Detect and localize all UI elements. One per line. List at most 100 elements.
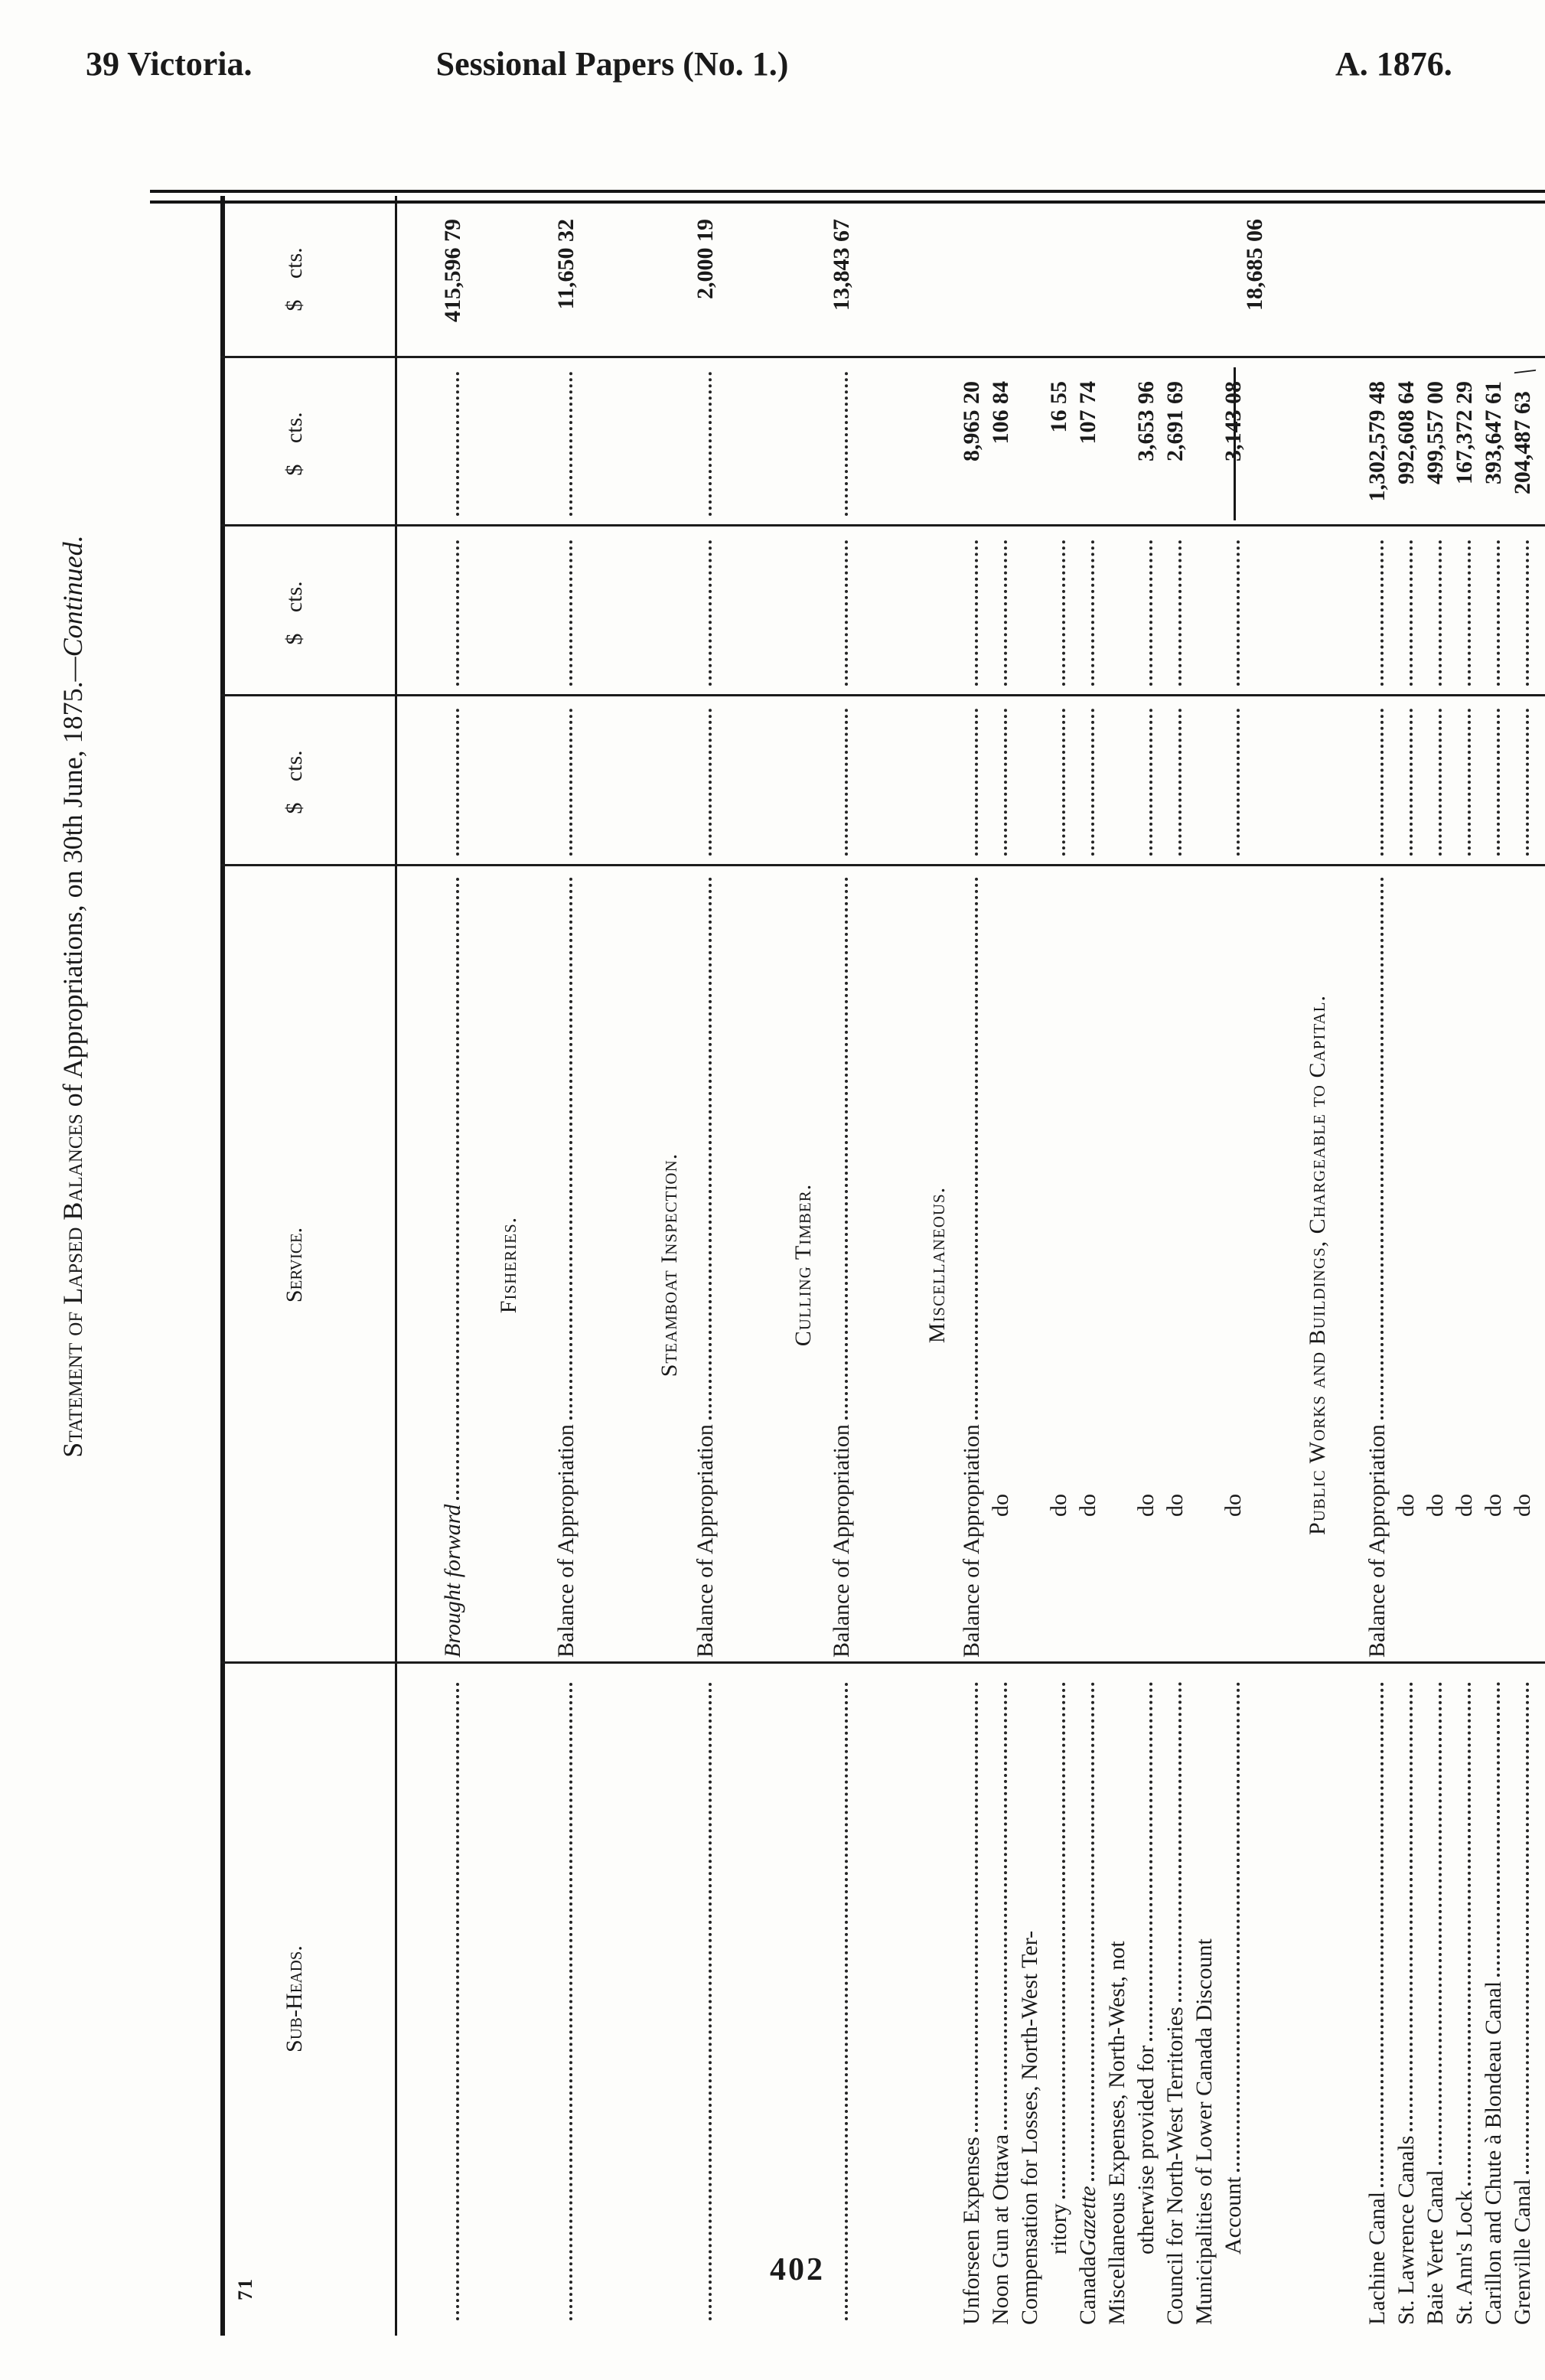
cell-money-empty <box>1131 536 1160 690</box>
header-underline <box>395 196 397 2336</box>
leader-dots <box>456 372 459 516</box>
cell-money-empty <box>1478 704 1508 860</box>
cell-subhead: Noon Gun at Ottawa <box>986 1677 1015 2325</box>
cell-service: Public Works and Buildings, Chargeable t… <box>1302 872 1332 1658</box>
leader-dots <box>1178 709 1182 856</box>
leader-dots <box>975 540 978 686</box>
signature-mark: 71 <box>234 2277 256 2300</box>
cell-subhead <box>826 1677 856 2325</box>
leader-dots <box>456 540 459 686</box>
leader-dots <box>845 1682 848 2320</box>
subhead-text: Canada <box>1075 2256 1100 2325</box>
cell-amount-total: 11,650 32 <box>551 207 580 352</box>
cell-subhead: Carillon and Chute à Blondeau Canal <box>1478 1677 1508 2325</box>
cell-money-empty <box>986 536 1015 690</box>
subhead-text: Grenville Canal <box>1510 2179 1535 2325</box>
table-title-mid: of Appropriations, on 30th June, 1875. <box>57 681 88 1114</box>
amount-value: 499,557 00 <box>1423 381 1448 484</box>
table-row: Grenville Canal do 204,487 63 \ <box>1507 196 1543 2336</box>
leader-dots <box>1062 709 1065 856</box>
subhead-text: St. Ann's Lock <box>1452 2189 1477 2325</box>
service-text: Balance of Appropriation <box>693 1424 718 1658</box>
column-header-money-3: $ cts. <box>282 412 307 476</box>
leader-dots <box>1380 540 1384 686</box>
leader-dots <box>456 709 459 856</box>
cell-service: do <box>1131 872 1160 1658</box>
leader-dots <box>1062 1682 1065 2199</box>
table-row: Noon Gun at Ottawa do 106 84 <box>986 196 1015 2336</box>
table-row: Lachine Canal Balance of Appropriation 1,… <box>1362 196 1391 2336</box>
service-text: Balance of Appropriation <box>959 1424 984 1658</box>
service-text: Brought forward <box>440 1504 465 1658</box>
cell-subhead: Compensation for Losses, North-West Ter- <box>1015 1677 1044 2325</box>
section-heading: Fisheries. <box>496 1216 521 1314</box>
cell-service: do <box>1478 872 1508 1658</box>
leader-dots <box>1497 1682 1500 1977</box>
leader-dots <box>1526 540 1529 686</box>
tally-mark: \ <box>1507 364 1543 380</box>
leader-dots <box>1091 540 1094 686</box>
subhead-text: St. Lawrence Canals <box>1393 2135 1419 2325</box>
cell-subhead: Municipalities of Lower Canada Discount <box>1189 1677 1218 2325</box>
cell-service: do <box>1449 872 1478 1658</box>
cell-subhead: St. Lawrence Canals <box>1391 1677 1420 2325</box>
amount-value: 415,596 79 <box>440 219 465 322</box>
cell-amount-detail: 167,372 29 <box>1449 367 1478 520</box>
table-row: Council for North-West Territories do 2,69… <box>1160 196 1189 2336</box>
leader-dots <box>1468 1682 1471 2186</box>
cell-money-empty <box>1073 704 1102 860</box>
cell-service: Balance of Appropriation <box>690 872 719 1658</box>
leader-dots <box>845 372 848 516</box>
leader-dots <box>569 1682 572 2320</box>
cell-money-empty <box>1044 704 1073 860</box>
amount-value: 2,691 69 <box>1162 381 1188 461</box>
cell-money-empty <box>957 536 986 690</box>
amount-value: 393,647 61 <box>1481 381 1506 484</box>
leader-dots <box>456 1682 459 2320</box>
col-sep-money3-money4 <box>220 356 1545 358</box>
leader-dots <box>1468 709 1471 856</box>
leader-dots <box>1380 877 1384 1420</box>
cell-money-empty <box>1362 704 1391 860</box>
leader-dots <box>1380 1682 1384 2187</box>
section-heading: Public Works and Buildings, Chargeable t… <box>1305 995 1330 1535</box>
table-title-continued: —Continued. <box>57 535 88 682</box>
cell-service: Fisheries. <box>494 872 523 1658</box>
running-head: 39 Victoria. Sessional Papers (No. 1.) A… <box>0 44 1545 98</box>
section-heading-row: Steamboat Inspection. <box>654 196 683 2336</box>
leader-dots <box>456 877 459 1500</box>
cell-money-empty <box>551 367 580 520</box>
leader-dots <box>975 877 978 1420</box>
table-row: Municipalities of Lower Canada Discount <box>1189 196 1218 2336</box>
service-text: Balance of Appropriation <box>829 1424 854 1658</box>
service-text: do <box>1452 1494 1477 1517</box>
cell-service: Balance of Appropriation <box>957 872 986 1658</box>
table-row: Balance of Appropriation 11,650 32 <box>551 196 580 2336</box>
section-heading: Culling Timber. <box>790 1183 816 1347</box>
cell-money-empty <box>1420 536 1449 690</box>
subhead-text: ritory <box>1046 2203 1071 2254</box>
cell-amount-detail: 3,653 96 <box>1131 367 1160 520</box>
cell-subhead: Miscellaneous Expenses, North-West, not <box>1102 1677 1131 2325</box>
leader-dots <box>1410 709 1413 856</box>
service-text: do <box>1075 1494 1100 1517</box>
table-row: St. Lawrence Canals do 992,608 64 <box>1391 196 1420 2336</box>
leader-dots <box>1410 1682 1413 2131</box>
cell-subhead: ritory <box>1044 1677 1073 2325</box>
leader-dots <box>845 877 848 1420</box>
column-header-money-1: $ cts. <box>282 750 307 814</box>
cell-amount-detail: 106 84 <box>986 367 1015 520</box>
cell-money-empty <box>1391 536 1420 690</box>
leader-dots <box>569 709 572 856</box>
subhead-text: Baie Verte Canal <box>1423 2170 1448 2325</box>
cell-money-empty <box>551 704 580 860</box>
cell-money-empty <box>1508 704 1537 860</box>
cell-money-empty <box>690 367 719 520</box>
table-row: St. Ann's Lock do 167,372 29 <box>1449 196 1478 2336</box>
cell-amount-detail: 992,608 64 <box>1391 367 1420 520</box>
service-text: do <box>1510 1494 1535 1517</box>
service-text: Balance of Appropriation <box>553 1424 579 1658</box>
leader-dots <box>1526 709 1529 856</box>
leader-dots <box>709 1682 712 2320</box>
service-text: do <box>1481 1494 1506 1517</box>
